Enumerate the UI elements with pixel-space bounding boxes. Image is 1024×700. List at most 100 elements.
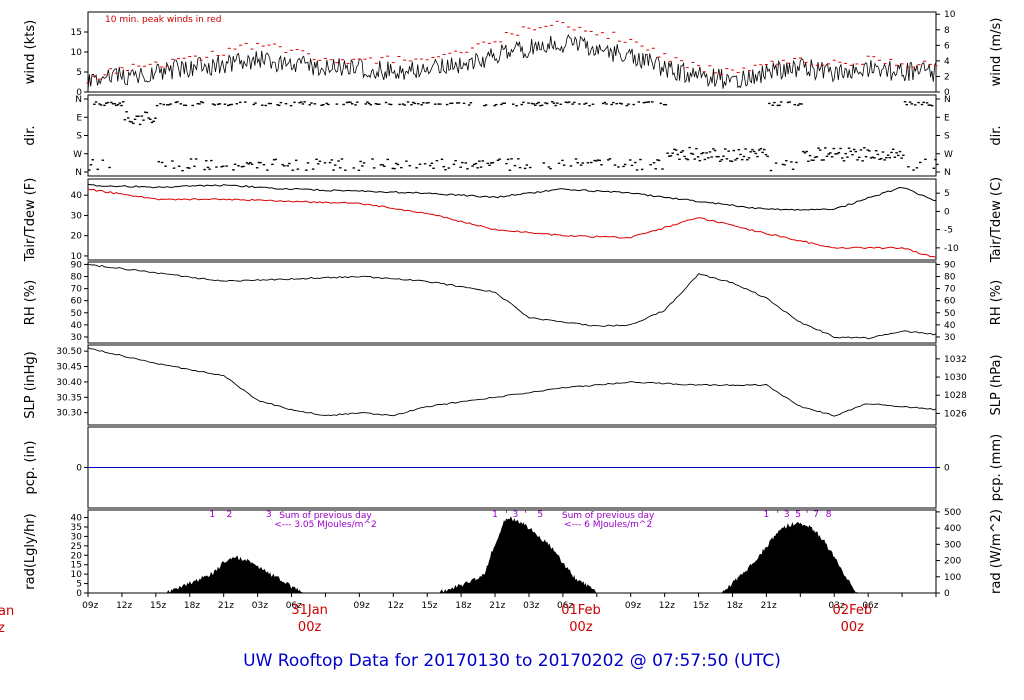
direction-point [503, 102, 507, 104]
direction-point [384, 101, 388, 104]
direction-point [605, 103, 608, 105]
daily-sum-note: <--- 3.05 MJoules/m^2 [274, 520, 376, 530]
direction-point [191, 104, 194, 107]
direction-point [104, 102, 108, 104]
x-tick-label: 21z [489, 601, 505, 611]
direction-point [564, 101, 568, 103]
direction-point [693, 158, 696, 160]
direction-point [488, 164, 491, 167]
y-tick-label-right: 80 [944, 273, 956, 283]
cut-time-label: z [0, 621, 5, 636]
direction-point [573, 101, 576, 104]
direction-point [873, 157, 876, 159]
direction-point [417, 103, 420, 105]
direction-point [340, 158, 344, 160]
direction-point [288, 162, 291, 165]
direction-point [852, 148, 856, 151]
direction-point [495, 103, 498, 106]
direction-point [715, 155, 719, 158]
x-tick-label: 18z [455, 601, 471, 611]
direction-point [478, 160, 481, 162]
hour-mark: ' [524, 510, 526, 520]
direction-point [857, 156, 861, 159]
x-tick-label: 21z [761, 601, 777, 611]
direction-point [496, 159, 500, 161]
direction-point [186, 167, 189, 169]
direction-point [215, 166, 218, 168]
direction-point [250, 163, 254, 165]
direction-point [198, 103, 201, 105]
direction-point [500, 103, 503, 106]
direction-point [864, 155, 868, 158]
direction-point [128, 120, 132, 123]
direction-point [120, 104, 123, 107]
hour-mark: 7 [813, 510, 819, 520]
y-tick-label: S [76, 132, 82, 142]
day-time-label: 00z [298, 620, 322, 635]
direction-point [757, 149, 761, 151]
direction-point [262, 164, 266, 166]
direction-point [255, 167, 259, 169]
direction-point [216, 103, 220, 105]
direction-point [303, 101, 306, 103]
day-label: 31Jan [291, 603, 328, 618]
y-tick-label: 35 [71, 523, 82, 533]
direction-point [590, 161, 593, 164]
direction-point [788, 101, 791, 103]
direction-point [462, 102, 466, 105]
direction-point [267, 102, 271, 105]
direction-point [657, 159, 661, 162]
direction-point [160, 161, 164, 164]
direction-point [415, 167, 418, 169]
direction-point [824, 147, 827, 149]
direction-point [230, 103, 233, 106]
hour-mark: ' [806, 510, 808, 520]
y-tick-label-right: 10 [944, 10, 956, 20]
direction-point [220, 166, 223, 168]
direction-point [610, 103, 613, 106]
direction-point [802, 150, 805, 153]
direction-point [164, 165, 167, 167]
direction-point [674, 149, 678, 151]
direction-point [571, 103, 574, 105]
hour-mark: 1 [210, 510, 216, 520]
direction-point [930, 104, 934, 107]
direction-point [817, 147, 820, 149]
direction-point [866, 149, 869, 151]
direction-point [718, 160, 722, 163]
direction-point [844, 152, 847, 155]
direction-point [932, 167, 936, 169]
direction-point [552, 102, 556, 104]
direction-point [746, 159, 749, 161]
direction-point [403, 104, 406, 106]
direction-point [381, 164, 384, 166]
direction-point [211, 103, 215, 105]
direction-point [691, 153, 695, 155]
direction-point [167, 104, 171, 106]
direction-point [388, 103, 391, 105]
y-tick-label: 30 [71, 333, 83, 343]
direction-point [501, 102, 505, 104]
direction-point [305, 169, 308, 171]
direction-point [701, 152, 705, 154]
direction-point [654, 168, 657, 170]
direction-point [277, 104, 281, 107]
direction-point [905, 103, 908, 106]
direction-point [111, 103, 115, 105]
y-tick-label: 10 [71, 570, 83, 580]
direction-point [908, 101, 912, 103]
direction-point [113, 103, 116, 105]
direction-point [781, 163, 785, 166]
radiation-area-day-3 [721, 521, 858, 594]
direction-point [874, 150, 878, 152]
y-tick-label-right: E [944, 113, 950, 123]
direction-point [732, 149, 735, 152]
y-tick-label-right: 70 [944, 285, 956, 295]
peak-wind-marks [86, 20, 938, 84]
direction-point [737, 148, 741, 151]
x-tick-label: 03z [828, 601, 844, 611]
direction-point [411, 101, 415, 104]
direction-point [264, 104, 267, 107]
direction-point [724, 148, 727, 150]
direction-point [491, 161, 495, 164]
